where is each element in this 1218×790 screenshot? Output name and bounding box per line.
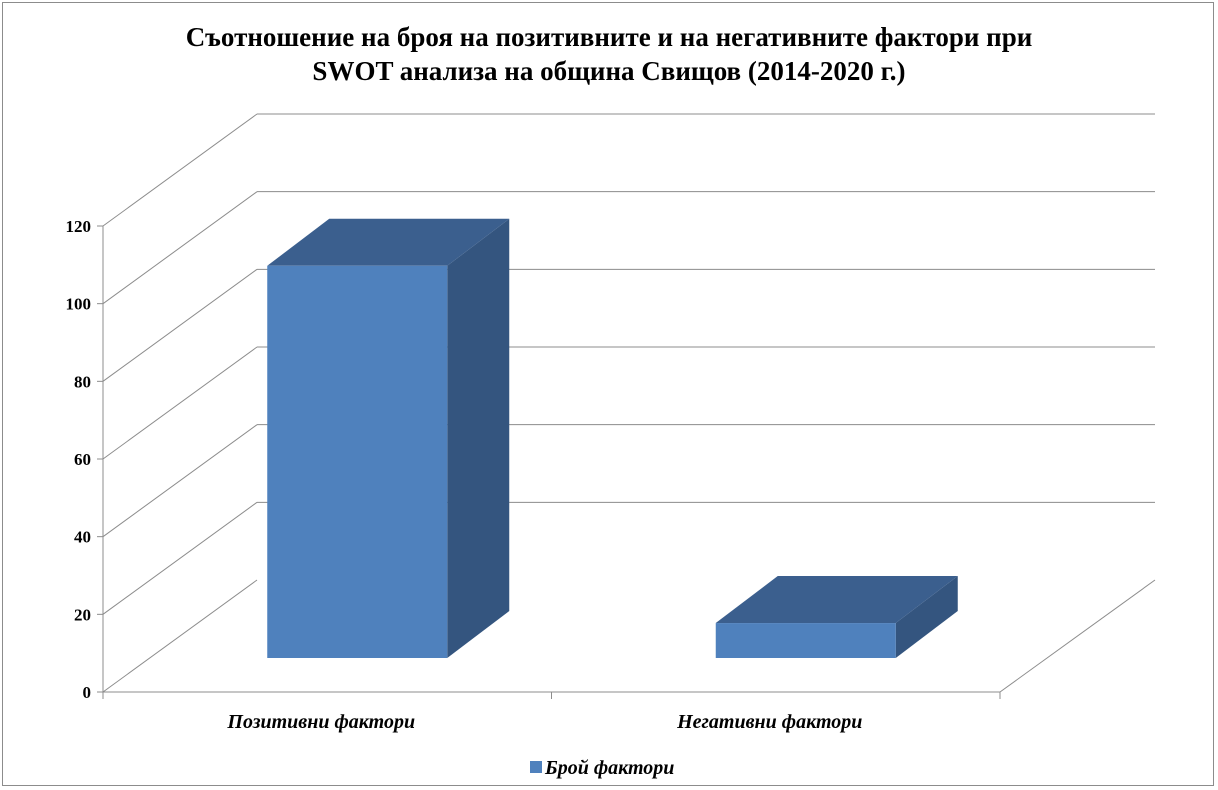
side-wall-gridline [102, 346, 258, 460]
bar-top [715, 576, 958, 624]
y-tick-label: 20 [74, 605, 91, 624]
side-wall-gridline [102, 579, 258, 693]
y-tick-label: 60 [74, 450, 91, 469]
x-tick-label: Позитивни фактори [226, 711, 415, 733]
legend-swatch [530, 761, 542, 773]
side-wall-gridline [102, 113, 258, 227]
y-tick-label: 40 [74, 528, 91, 547]
chart-title-line-2: SWOT анализа на община Свищов (2014-2020… [312, 56, 906, 86]
y-tick-label: 80 [74, 372, 91, 391]
floor-right-edge [999, 579, 1156, 693]
y-tick-label: 100 [66, 295, 92, 314]
y-tick-label: 0 [83, 683, 92, 702]
y-tick-label: 120 [66, 217, 92, 236]
side-wall-gridline [102, 191, 258, 305]
side-wall-gridline [102, 501, 258, 615]
legend-label: Брой фактори [544, 757, 674, 779]
chart-title: Съотношение на броя на позитивните и на … [0, 20, 1218, 88]
side-wall-gridline [102, 268, 258, 382]
chart-title-line-1: Съотношение на броя на позитивните и на … [185, 22, 1033, 52]
bar-top [267, 218, 510, 266]
bar-side [447, 218, 510, 659]
x-tick-label: Негативни фактори [676, 711, 862, 733]
bar [267, 265, 448, 658]
side-wall-gridline [102, 424, 258, 538]
bar [715, 623, 896, 658]
bar-side [895, 576, 958, 658]
